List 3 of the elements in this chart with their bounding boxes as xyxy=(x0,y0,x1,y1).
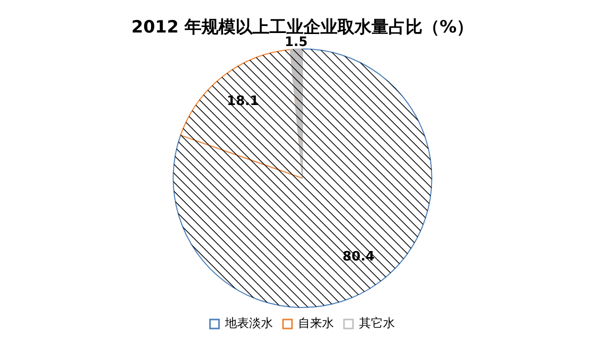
legend-label: 自来水 xyxy=(298,316,334,330)
legend-label: 其它水 xyxy=(359,316,395,330)
legend-label: 地表淡水 xyxy=(224,316,273,330)
